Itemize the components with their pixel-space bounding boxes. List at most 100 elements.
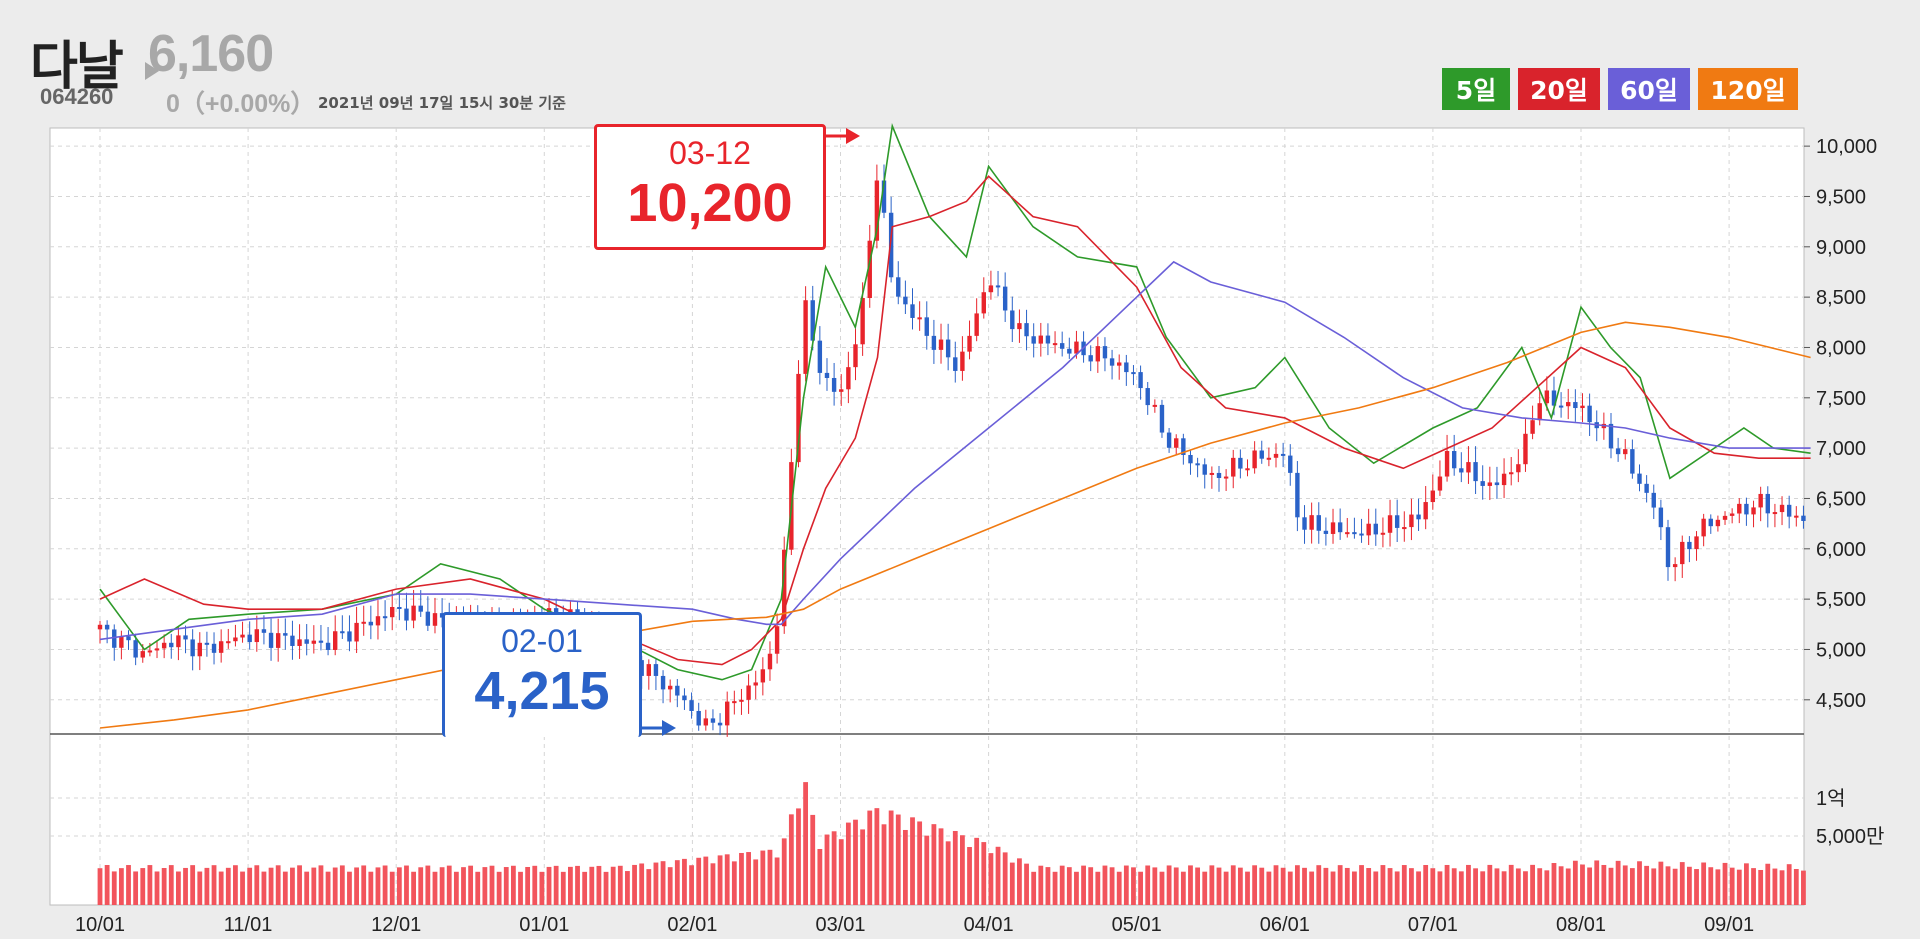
candle-body bbox=[888, 212, 894, 278]
candle-body bbox=[682, 695, 687, 701]
candle-body bbox=[190, 639, 195, 657]
volume-bar bbox=[1245, 871, 1250, 905]
candle-body bbox=[903, 296, 908, 305]
candle-body bbox=[839, 389, 844, 392]
candle-body bbox=[1059, 343, 1065, 349]
candle-body bbox=[1188, 454, 1193, 464]
candle-body bbox=[739, 699, 744, 702]
candle-body bbox=[1494, 482, 1500, 486]
candle-body bbox=[1523, 433, 1528, 465]
candle-body bbox=[1779, 504, 1785, 513]
volume-bar bbox=[917, 821, 923, 905]
ma-line bbox=[99, 175, 1811, 666]
volume-bar bbox=[1031, 871, 1037, 905]
candle-body bbox=[853, 344, 858, 368]
candle-body bbox=[1794, 515, 1799, 518]
candle-body bbox=[938, 339, 944, 350]
candle-body bbox=[1687, 541, 1692, 550]
volume-bar bbox=[1651, 868, 1657, 905]
volume-bar bbox=[1722, 862, 1728, 905]
ma-60-button[interactable]: 60일 bbox=[1608, 68, 1690, 110]
volume-bar bbox=[1580, 864, 1585, 905]
candle-body bbox=[432, 613, 438, 626]
volume-bar bbox=[1701, 862, 1707, 905]
x-tick-label: 07/01 bbox=[1408, 914, 1458, 936]
volume-bar bbox=[1558, 866, 1564, 905]
volume-bar bbox=[1280, 867, 1286, 905]
volume-bar bbox=[568, 866, 573, 905]
volume-bar bbox=[1352, 871, 1357, 905]
candle-body bbox=[233, 637, 238, 642]
volume-bar bbox=[1672, 868, 1678, 905]
candle-body bbox=[176, 635, 181, 648]
candle-body bbox=[1715, 519, 1721, 527]
candle-body bbox=[831, 377, 837, 392]
candle-body bbox=[646, 664, 652, 676]
candle-body bbox=[1223, 476, 1229, 479]
volume-bar bbox=[739, 852, 744, 905]
candle-body bbox=[924, 317, 929, 336]
ma-120-button[interactable]: 120일 bbox=[1698, 68, 1798, 110]
candle-body bbox=[1573, 402, 1578, 409]
candle-body bbox=[1074, 341, 1079, 354]
volume-bar bbox=[1273, 865, 1279, 905]
candle-body bbox=[1088, 355, 1093, 362]
candle-body bbox=[361, 621, 366, 624]
volume-bar bbox=[824, 834, 830, 905]
candle-body bbox=[675, 685, 680, 696]
candle-body bbox=[290, 635, 295, 646]
candle-body bbox=[689, 700, 694, 711]
volume-bar bbox=[589, 866, 595, 905]
y-tick-label: 5,500 bbox=[1816, 589, 1866, 611]
volume-bar bbox=[1615, 860, 1621, 905]
volume-bar bbox=[496, 871, 502, 905]
volume-bar bbox=[461, 867, 466, 905]
candle-body bbox=[782, 549, 787, 627]
candle-body bbox=[1359, 533, 1364, 536]
volume-bar bbox=[938, 828, 944, 905]
volume-bar bbox=[1237, 867, 1243, 905]
volume-bar bbox=[888, 810, 894, 905]
volume-bar bbox=[1622, 865, 1628, 905]
candle-body bbox=[1651, 492, 1656, 508]
volume-bar bbox=[368, 871, 374, 905]
candle-body bbox=[318, 640, 324, 643]
volume-bar bbox=[902, 829, 908, 905]
volume-bar bbox=[774, 857, 780, 905]
candle-body bbox=[710, 718, 716, 723]
candle-body bbox=[732, 701, 737, 704]
ma-20-button[interactable]: 20일 bbox=[1518, 68, 1600, 110]
volume-bar bbox=[297, 865, 302, 905]
volume-bar bbox=[874, 808, 880, 905]
volume-bar bbox=[1009, 862, 1015, 905]
volume-tick-label: 5,000만 bbox=[1816, 825, 1884, 848]
candle-body bbox=[347, 631, 352, 642]
volume-bar bbox=[674, 860, 680, 905]
candle-body bbox=[1402, 527, 1407, 530]
volume-bar bbox=[860, 829, 866, 905]
y-tick-label: 7,000 bbox=[1816, 438, 1866, 460]
candle-body bbox=[1729, 513, 1735, 516]
candle-body bbox=[404, 608, 409, 621]
volume-bar bbox=[1373, 871, 1379, 905]
candle-body bbox=[667, 685, 673, 690]
candle-body bbox=[418, 605, 423, 612]
candle-body bbox=[119, 636, 124, 648]
volume-bar bbox=[1052, 871, 1058, 905]
candle-body bbox=[1288, 455, 1293, 473]
ma-5-button[interactable]: 5일 bbox=[1442, 68, 1510, 110]
candle-body bbox=[1451, 451, 1457, 469]
volume-bar bbox=[1587, 867, 1593, 905]
candle-body bbox=[1209, 472, 1215, 475]
candle-body bbox=[1644, 483, 1649, 493]
volume-bar bbox=[1515, 868, 1521, 905]
volume-bar bbox=[1401, 865, 1407, 905]
volume-bar bbox=[1430, 868, 1436, 905]
volume-bar bbox=[1131, 867, 1136, 905]
volume-bar bbox=[1259, 867, 1265, 905]
volume-bar bbox=[724, 854, 730, 905]
volume-bar bbox=[1758, 869, 1764, 905]
volume-bar bbox=[1501, 871, 1507, 905]
candle-body bbox=[1394, 515, 1400, 528]
volume-bar bbox=[425, 865, 431, 905]
